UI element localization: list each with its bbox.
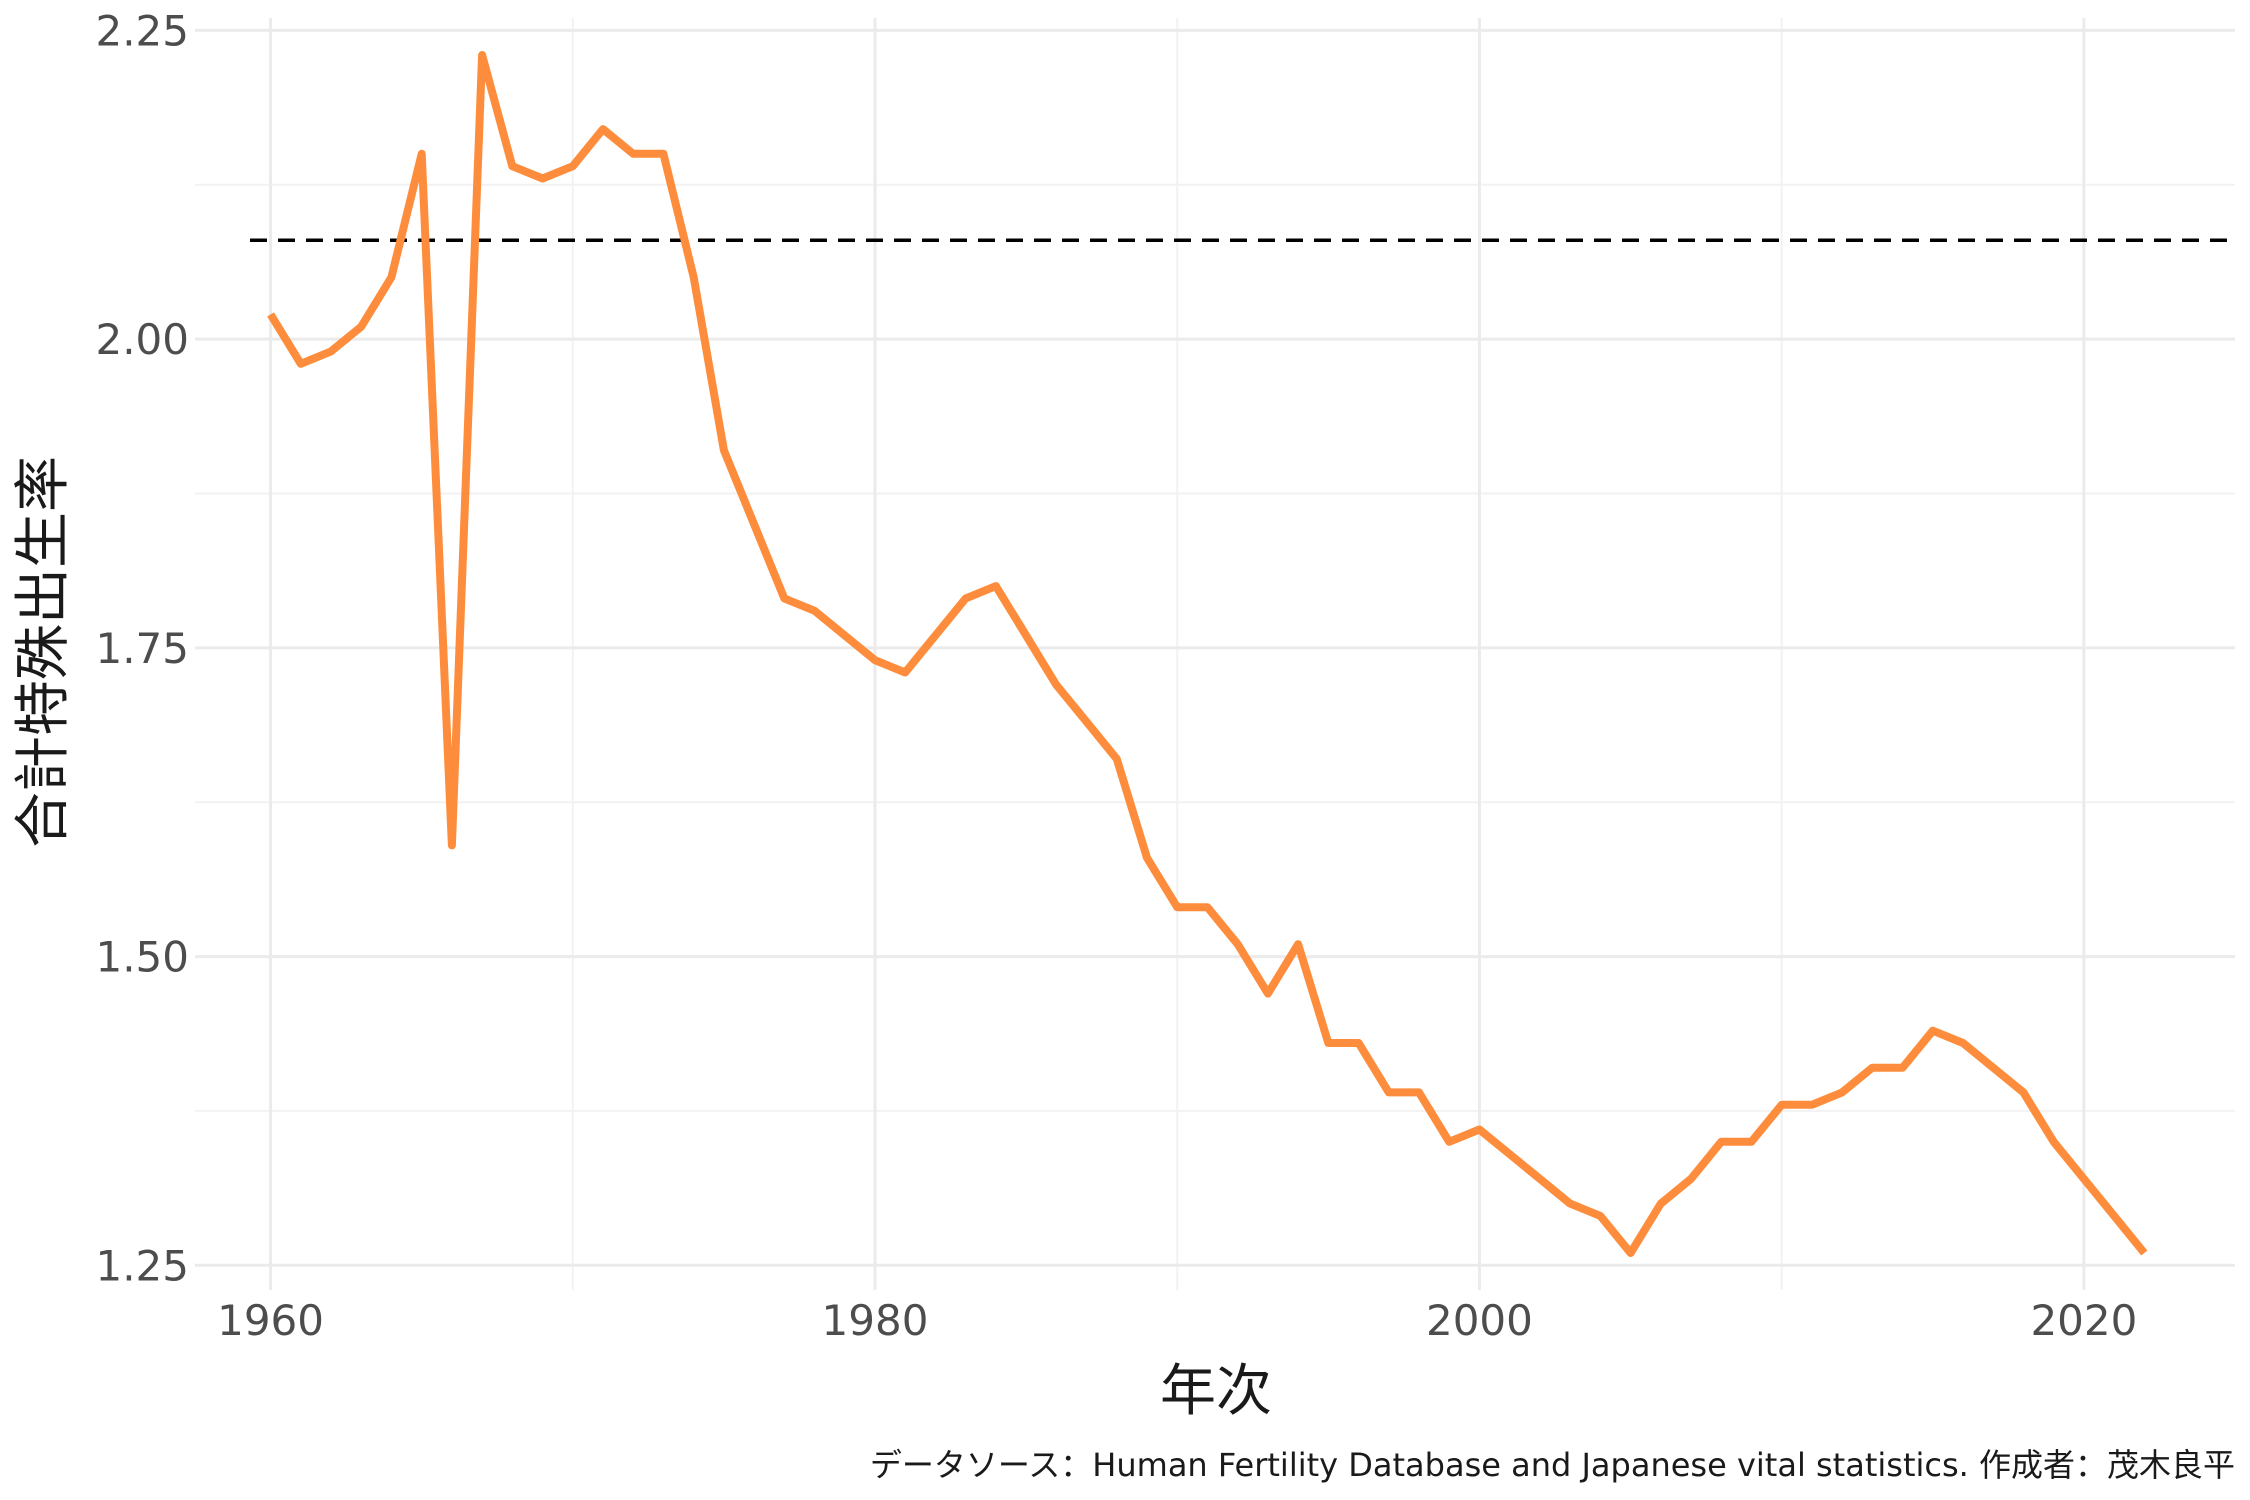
data-point: [935, 635, 936, 636]
data-point: [633, 153, 634, 154]
data-point: [1630, 1252, 1631, 1253]
data-point: [1872, 1067, 1873, 1068]
y-tick-label: 2.00: [95, 315, 189, 364]
series-layer: [267, 51, 2148, 1257]
data-point: [391, 277, 392, 278]
data-point: [1177, 907, 1178, 908]
data-point: [1267, 993, 1268, 994]
data-point: [875, 660, 876, 661]
data-point: [1116, 758, 1117, 759]
y-axis-title: 合計特殊出生率: [11, 456, 76, 848]
data-point: [1056, 684, 1057, 685]
data-point: [1237, 944, 1238, 945]
data-point: [451, 845, 452, 846]
data-point: [482, 55, 483, 56]
data-point: [1328, 1043, 1329, 1044]
grid-lines: [195, 18, 2235, 1290]
data-point: [1509, 1154, 1510, 1155]
data-point: [1691, 1178, 1692, 1179]
data-point: [844, 635, 845, 636]
y-tick-label: 1.50: [95, 933, 189, 982]
data-point: [361, 326, 362, 327]
data-point: [784, 598, 785, 599]
data-point: [603, 129, 604, 130]
x-tick-label: 2020: [2030, 1296, 2137, 1345]
x-axis-ticks: 1960 1980 2000 2020: [217, 1296, 2137, 1345]
data-point: [965, 598, 966, 599]
y-axis-ticks: 1.25 1.50 1.75 2.00 2.25: [95, 6, 189, 1290]
data-point: [1721, 1141, 1722, 1142]
data-point: [270, 314, 271, 315]
series-line: [267, 51, 2148, 1257]
x-tick-label: 1960: [217, 1296, 324, 1345]
data-point: [1388, 1092, 1389, 1093]
data-point: [421, 153, 422, 154]
data-point: [1781, 1104, 1782, 1105]
data-point: [542, 178, 543, 179]
data-point: [2083, 1178, 2084, 1179]
data-point: [1570, 1203, 1571, 1204]
chart-caption: データソース：Human Fertility Database and Japa…: [870, 1446, 2235, 1484]
y-tick-label: 1.25: [95, 1241, 189, 1290]
data-point: [331, 351, 332, 352]
data-point: [1449, 1141, 1450, 1142]
x-axis-title: 年次: [1160, 1359, 1272, 1424]
data-point: [1993, 1067, 1994, 1068]
data-point: [723, 450, 724, 451]
data-point: [905, 672, 906, 673]
data-point: [1842, 1092, 1843, 1093]
data-point: [1298, 944, 1299, 945]
data-point: [1811, 1104, 1812, 1105]
data-point: [2053, 1141, 2054, 1142]
data-point: [1479, 1129, 1480, 1130]
data-point: [1932, 1030, 1933, 1031]
data-point: [512, 166, 513, 167]
data-point: [572, 166, 573, 167]
data-point: [2023, 1092, 2024, 1093]
y-tick-label: 2.25: [95, 6, 189, 55]
data-point: [663, 153, 664, 154]
data-point: [1963, 1043, 1964, 1044]
data-point: [300, 363, 301, 364]
data-point: [1660, 1203, 1661, 1204]
data-point: [814, 610, 815, 611]
data-point: [1086, 721, 1087, 722]
data-point: [1419, 1092, 1420, 1093]
data-point: [1358, 1043, 1359, 1044]
x-tick-label: 1980: [822, 1296, 929, 1345]
data-point: [2114, 1215, 2115, 1216]
data-point: [1147, 857, 1148, 858]
data-point: [995, 586, 996, 587]
y-tick-label: 1.75: [95, 624, 189, 673]
data-point: [1539, 1178, 1540, 1179]
data-point: [1600, 1215, 1601, 1216]
x-tick-label: 2000: [1426, 1296, 1533, 1345]
data-point: [1026, 635, 1027, 636]
data-point: [1902, 1067, 1903, 1068]
data-point: [693, 277, 694, 278]
data-point: [1751, 1141, 1752, 1142]
data-point: [2144, 1252, 2145, 1253]
data-point: [754, 524, 755, 525]
data-point: [1207, 907, 1208, 908]
